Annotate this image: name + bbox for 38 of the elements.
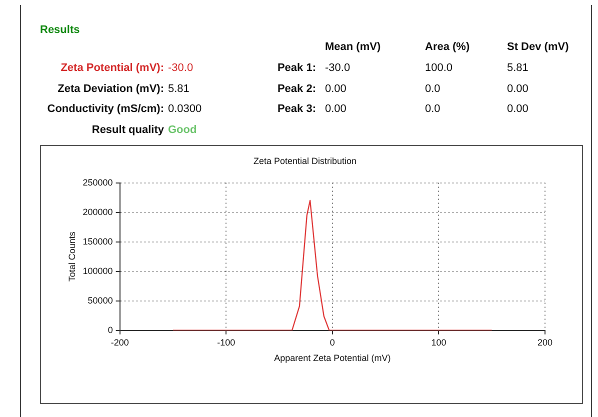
text: Good bbox=[168, 124, 197, 137]
y-tick-label: 100000 bbox=[82, 266, 113, 276]
text: Peak 2: bbox=[277, 83, 316, 96]
y-tick-label: 200000 bbox=[82, 206, 113, 217]
text: Peak 3: bbox=[277, 103, 316, 116]
text: 0.0 bbox=[425, 103, 440, 116]
text: 5.81 bbox=[168, 83, 190, 96]
y-axis-title: Total Counts bbox=[66, 231, 77, 282]
text: 0.00 bbox=[325, 103, 346, 116]
text: 0.00 bbox=[325, 83, 346, 96]
x-tick-label: -100 bbox=[217, 337, 236, 348]
x-axis-title: Apparent Zeta Potential (mV) bbox=[274, 353, 391, 364]
x-tick-label: 0 bbox=[330, 337, 335, 348]
x-tick-label: 100 bbox=[431, 337, 446, 348]
text: 0.0300 bbox=[168, 103, 202, 116]
text: Peak 1: bbox=[277, 62, 316, 75]
text: Area (%) bbox=[425, 41, 470, 54]
text: Zeta Deviation (mV): bbox=[58, 83, 164, 96]
text: 0.0 bbox=[425, 83, 440, 96]
text: St Dev (mV) bbox=[507, 41, 569, 54]
text: Result quality bbox=[92, 124, 164, 137]
text: Results bbox=[40, 24, 80, 37]
y-tick-label: 250000 bbox=[82, 177, 113, 188]
y-tick-label: 50000 bbox=[88, 295, 113, 306]
x-tick-label: 200 bbox=[537, 337, 553, 348]
text: -30.0 bbox=[168, 62, 194, 75]
x-tick-label: -200 bbox=[110, 337, 129, 348]
text: 0.00 bbox=[507, 83, 528, 96]
text: -30.0 bbox=[325, 62, 350, 75]
chart-title: Zeta Potential Distribution bbox=[253, 156, 357, 166]
y-tick-label: 150000 bbox=[82, 236, 113, 246]
text: 5.81 bbox=[507, 62, 528, 75]
text: Mean (mV) bbox=[325, 41, 381, 54]
text: 0.00 bbox=[507, 103, 528, 116]
text: Conductivity (mS/cm): bbox=[47, 103, 164, 116]
text: Zeta Potential (mV): bbox=[60, 62, 164, 75]
text: 100.0 bbox=[425, 62, 453, 75]
y-tick-label: 0 bbox=[108, 324, 113, 335]
